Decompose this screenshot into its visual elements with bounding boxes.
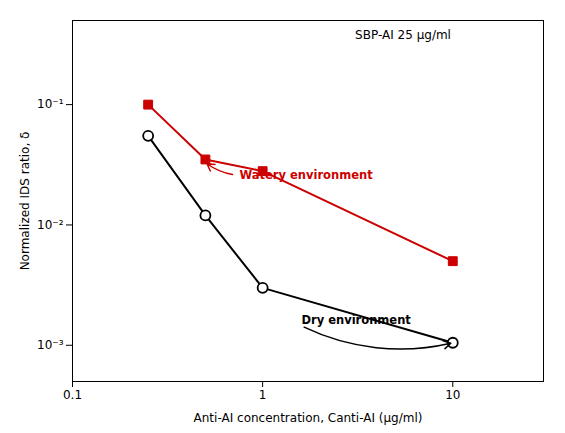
svg-text:Watery environment: Watery environment [240, 168, 374, 182]
svg-text:1: 1 [259, 388, 267, 402]
svg-text:10⁻³: 10⁻³ [37, 338, 64, 352]
svg-text:10⁻¹: 10⁻¹ [37, 97, 64, 111]
svg-text:10⁻²: 10⁻² [37, 218, 64, 232]
svg-text:Normalized IDS ratio, δ: Normalized IDS ratio, δ [18, 132, 32, 271]
svg-text:10: 10 [445, 388, 460, 402]
svg-text:SBP-AI 25 μg/ml: SBP-AI 25 μg/ml [355, 28, 451, 42]
svg-text:Anti-AI concentration, Canti-A: Anti-AI concentration, Canti-AI (μg/ml) [194, 411, 423, 425]
svg-text:0.1: 0.1 [63, 388, 82, 402]
svg-text:Dry environment: Dry environment [301, 313, 411, 327]
